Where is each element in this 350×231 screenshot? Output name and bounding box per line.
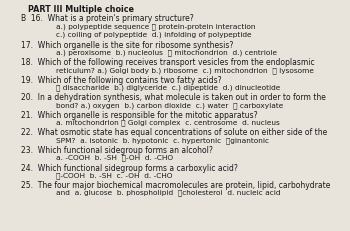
Text: 24.  Which functional sidegroup forms a carboxylic acid?: 24. Which functional sidegroup forms a c… (21, 164, 238, 173)
Text: c.) coiling of polypeptide  d.) infolding of polypeptide: c.) coiling of polypeptide d.) infolding… (56, 32, 252, 38)
Text: bond? a.) oxygen  b.) carbon dioxide  c.) water  ⓓ carboxylate: bond? a.) oxygen b.) carbon dioxide c.) … (56, 102, 283, 109)
Text: a.) polypeptide sequence Ⓑ protein-protein interaction: a.) polypeptide sequence Ⓑ protein-prote… (56, 23, 255, 30)
Text: and  a. glucose  b. phospholipid  ⓒcholesterol  d. nucleic acid: and a. glucose b. phospholipid ⓒcholeste… (56, 190, 280, 197)
Text: reticulum? a.) Golgi body b.) ribosome  c.) mitochondrion  ⓓ lysosome: reticulum? a.) Golgi body b.) ribosome c… (56, 67, 314, 74)
Text: a. -COOH  b. -SH  ⓒ-OH  d. -CHO: a. -COOH b. -SH ⓒ-OH d. -CHO (56, 155, 173, 161)
Text: 23.  Which functional sidegroup forms an alcohol?: 23. Which functional sidegroup forms an … (21, 146, 213, 155)
Text: B  16.  What is a protein's primary structure?: B 16. What is a protein's primary struct… (21, 14, 194, 23)
Text: 20.  In a dehydration synthesis, what molecule is taken out in order to form the: 20. In a dehydration synthesis, what mol… (21, 93, 326, 102)
Text: a. mitochondrion Ⓑ Golgi complex  c. centrosome  d. nucleus: a. mitochondrion Ⓑ Golgi complex c. cent… (56, 120, 280, 126)
Text: Ⓐ-COOH  b. -SH  c. -OH  d. -CHO: Ⓐ-COOH b. -SH c. -OH d. -CHO (56, 172, 173, 179)
Text: 19.  Which of the following contains two fatty acids?: 19. Which of the following contains two … (21, 76, 222, 85)
Text: 17.  Which organelle is the site for ribosome synthesis?: 17. Which organelle is the site for ribo… (21, 41, 233, 50)
Text: 21.  Which organelle is responsible for the mitotic apparatus?: 21. Which organelle is responsible for t… (21, 111, 258, 120)
Text: 25.  The four major biochemical macromolecules are protein, lipid, carbohydrate: 25. The four major biochemical macromole… (21, 181, 330, 190)
Text: Ⓐ disaccharide  b.) diglyceride  c.) dipeptide  d.) dinucleotide: Ⓐ disaccharide b.) diglyceride c.) dipep… (56, 85, 280, 91)
Text: 18.  Which of the following receives transport vesicles from the endoplasmic: 18. Which of the following receives tran… (21, 58, 315, 67)
Text: PART III Multiple choice: PART III Multiple choice (28, 5, 134, 14)
Text: 22.  What osmotic state has equal concentrations of solute on either side of the: 22. What osmotic state has equal concent… (21, 128, 327, 137)
Text: SPM?  a. isotonic  b. hypotonic  c. hypertonic  ⓓginantonic: SPM? a. isotonic b. hypotonic c. hyperto… (56, 137, 269, 144)
Text: a.) peroxisome  b.) nucleolus  ⓒ mitochondrion  d.) centriole: a.) peroxisome b.) nucleolus ⓒ mitochond… (56, 49, 277, 56)
